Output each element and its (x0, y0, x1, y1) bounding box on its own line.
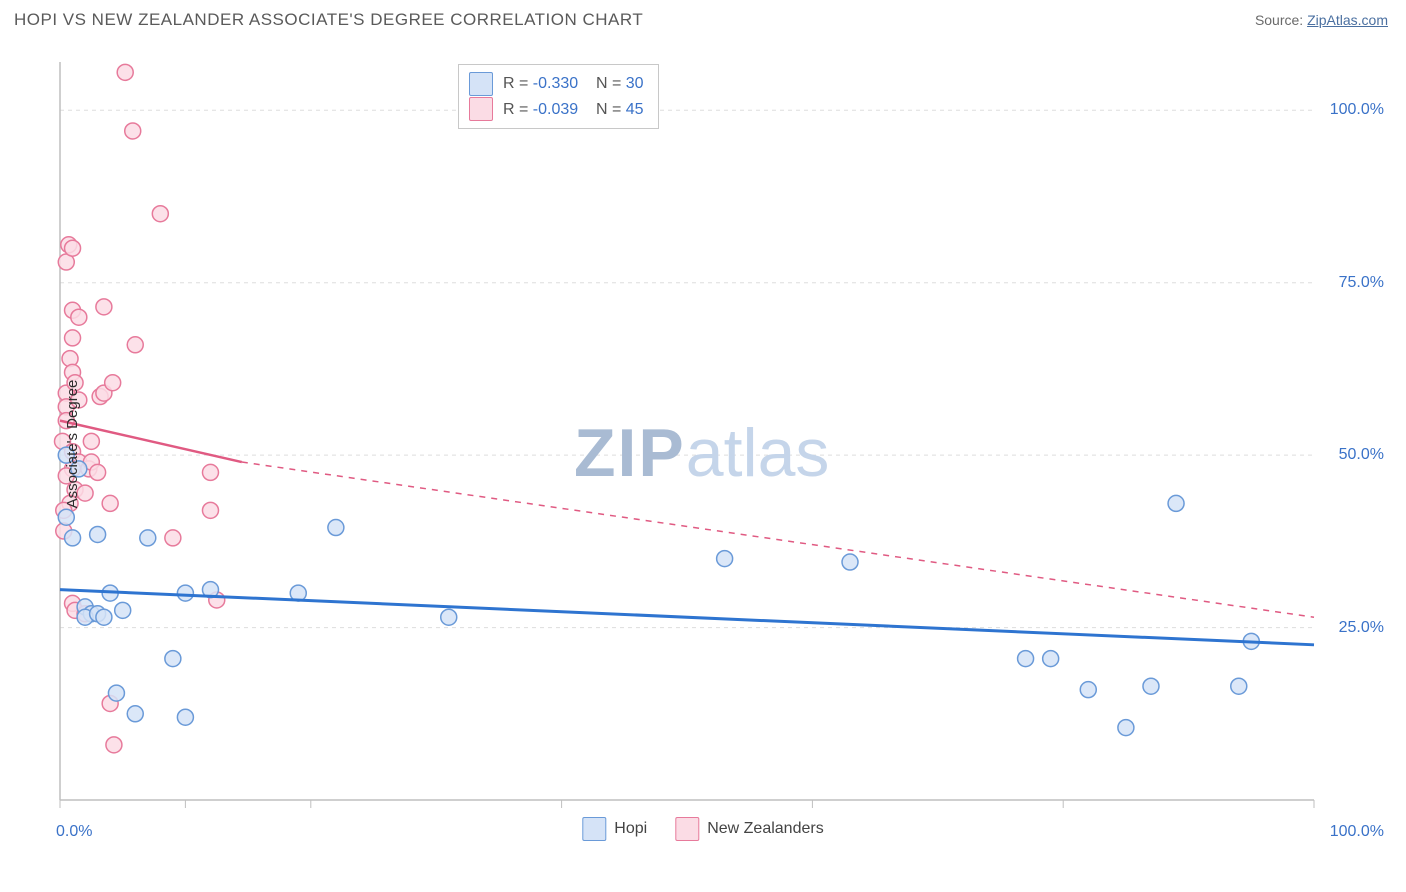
legend-series: Hopi New Zealanders (582, 817, 823, 841)
legend-label-hopi: Hopi (614, 820, 647, 838)
x-axis-max-label: 100.0% (1330, 823, 1384, 841)
legend-row-a: R = -0.330 N = 30 (469, 71, 644, 97)
legend-swatch-nz (675, 817, 699, 841)
legend-item-hopi: Hopi (582, 817, 647, 841)
chart-title: HOPI VS NEW ZEALANDER ASSOCIATE'S DEGREE… (14, 10, 643, 30)
x-axis-min-label: 0.0% (56, 823, 92, 841)
source-attribution: Source: ZipAtlas.com (1255, 12, 1388, 28)
legend-swatch-a (469, 72, 493, 96)
y-tick-label: 100.0% (1330, 101, 1384, 119)
y-tick-label: 25.0% (1339, 619, 1384, 637)
legend-swatch-hopi (582, 817, 606, 841)
legend-label-nz: New Zealanders (707, 820, 824, 838)
source-link[interactable]: ZipAtlas.com (1307, 12, 1388, 28)
y-tick-label: 75.0% (1339, 274, 1384, 292)
legend-text-b: R = -0.039 N = 45 (503, 97, 644, 123)
scatter-plot (14, 44, 1392, 844)
chart-area: Associate's Degree ZIPatlas R = -0.330 N… (14, 44, 1392, 844)
legend-correlation: R = -0.330 N = 30 R = -0.039 N = 45 (458, 64, 659, 129)
legend-text-a: R = -0.330 N = 30 (503, 71, 644, 97)
legend-item-nz: New Zealanders (675, 817, 824, 841)
chart-header: HOPI VS NEW ZEALANDER ASSOCIATE'S DEGREE… (0, 0, 1406, 36)
legend-row-b: R = -0.039 N = 45 (469, 97, 644, 123)
legend-swatch-b (469, 97, 493, 121)
y-axis-label: Associate's Degree (64, 380, 81, 509)
source-label: Source: (1255, 12, 1303, 28)
y-tick-label: 50.0% (1339, 446, 1384, 464)
